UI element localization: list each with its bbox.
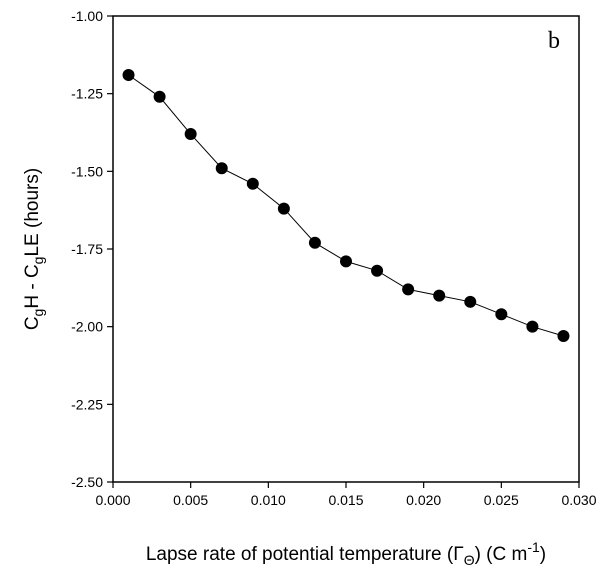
data-point <box>153 90 166 103</box>
series-line-group <box>128 74 564 337</box>
x-tick-label: 0.010 <box>251 492 286 508</box>
y-tick-label: -2.00 <box>71 319 103 335</box>
x-tick-label: 0.025 <box>484 492 519 508</box>
data-point <box>495 308 508 321</box>
y-axis-title: CgH - CgLE (hours) <box>22 168 46 330</box>
data-point <box>246 177 259 190</box>
x-axis-title: Lapse rate of potential temperature (ΓΘ)… <box>146 539 546 568</box>
data-point <box>371 264 384 277</box>
data-point <box>402 283 415 296</box>
x-tick-label: 0.015 <box>328 492 363 508</box>
data-point <box>526 320 539 333</box>
x-axis-ticks: 0.000 0.005 0.010 0.015 0.020 0.025 0.030 <box>95 482 597 508</box>
panel-letter: b <box>548 28 560 54</box>
y-tick-label: -1.25 <box>71 86 103 102</box>
data-point <box>464 295 477 308</box>
x-tick-label: 0.020 <box>406 492 441 508</box>
y-tick-label: -1.00 <box>71 8 103 24</box>
y-tick-label: -1.75 <box>71 241 103 257</box>
data-point <box>308 236 321 249</box>
data-point <box>277 202 290 215</box>
x-tick-label: 0.005 <box>173 492 208 508</box>
y-tick-label: -2.25 <box>71 396 103 412</box>
data-point <box>557 329 570 342</box>
x-tick-label: 0.000 <box>95 492 130 508</box>
y-tick-label: -2.50 <box>71 474 103 490</box>
series-points-group <box>122 69 570 342</box>
y-axis-ticks: -1.00 -1.25 -1.50 -1.75 -2.00 -2.25 -2.50 <box>71 8 113 490</box>
data-point <box>433 289 446 302</box>
data-point <box>215 162 228 175</box>
data-point <box>184 128 197 141</box>
y-tick-label: -1.50 <box>71 163 103 179</box>
plot-area-frame <box>112 15 580 483</box>
x-tick-label: 0.030 <box>561 492 596 508</box>
data-point <box>340 255 352 268</box>
data-point <box>122 69 135 82</box>
series-line <box>128 74 564 337</box>
